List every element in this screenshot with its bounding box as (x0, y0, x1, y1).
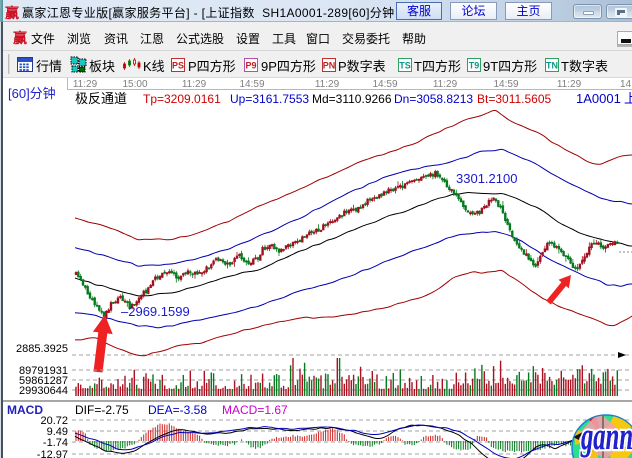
svg-text:14:59: 14:59 (239, 79, 264, 90)
svg-text:DIF=-2.75: DIF=-2.75 (75, 403, 129, 417)
svg-text:PN: PN (323, 61, 336, 71)
svg-text:gann: gann (580, 416, 632, 458)
svg-text:11:29: 11:29 (557, 79, 582, 90)
svg-text:T9: T9 (469, 61, 480, 71)
svg-text:14:59: 14:59 (372, 79, 397, 90)
svg-text:15:00: 15:00 (122, 79, 147, 90)
svg-text:59861287: 59861287 (19, 375, 68, 387)
svg-text:Up=3161.7553: Up=3161.7553 (230, 92, 309, 106)
svg-text:Md=3110.9266: Md=3110.9266 (312, 92, 392, 106)
svg-text:1A0001: 1A0001 (576, 91, 621, 106)
svg-text:29930644: 29930644 (19, 385, 68, 397)
svg-text:9.49: 9.49 (47, 426, 68, 438)
svg-text:89791931: 89791931 (19, 365, 68, 377)
svg-text:3301.2100: 3301.2100 (456, 171, 517, 186)
svg-text:MACD: MACD (7, 403, 43, 417)
svg-text:PS: PS (172, 61, 184, 71)
svg-text:TN: TN (546, 61, 558, 71)
svg-text:TS: TS (399, 61, 411, 71)
svg-text:–2969.1599: –2969.1599 (121, 304, 190, 319)
svg-text:gann: gann (580, 416, 632, 458)
svg-text:14:59: 14:59 (620, 79, 632, 90)
svg-text:-12.97: -12.97 (37, 449, 68, 458)
svg-text:MACD=1.67: MACD=1.67 (222, 403, 288, 417)
svg-text:DEA=-3.58: DEA=-3.58 (148, 403, 207, 417)
svg-text:P9: P9 (245, 61, 256, 71)
svg-text:Dn=3058.8213: Dn=3058.8213 (394, 92, 473, 106)
svg-text:上: 上 (624, 91, 632, 106)
svg-text:11:29: 11:29 (433, 79, 458, 90)
svg-text:Tp=3209.0161: Tp=3209.0161 (143, 92, 221, 106)
svg-text:2885.3925: 2885.3925 (16, 343, 68, 355)
svg-text:11:29: 11:29 (73, 79, 98, 90)
svg-text:11:29: 11:29 (315, 79, 340, 90)
svg-text:14:59: 14:59 (493, 79, 518, 90)
svg-text:20.72: 20.72 (40, 415, 68, 427)
svg-text:-1.74: -1.74 (43, 437, 68, 449)
svg-text:11:29: 11:29 (182, 79, 207, 90)
svg-text:极反通道: 极反通道 (75, 91, 127, 106)
svg-text:Bt=3011.5605: Bt=3011.5605 (477, 92, 552, 106)
